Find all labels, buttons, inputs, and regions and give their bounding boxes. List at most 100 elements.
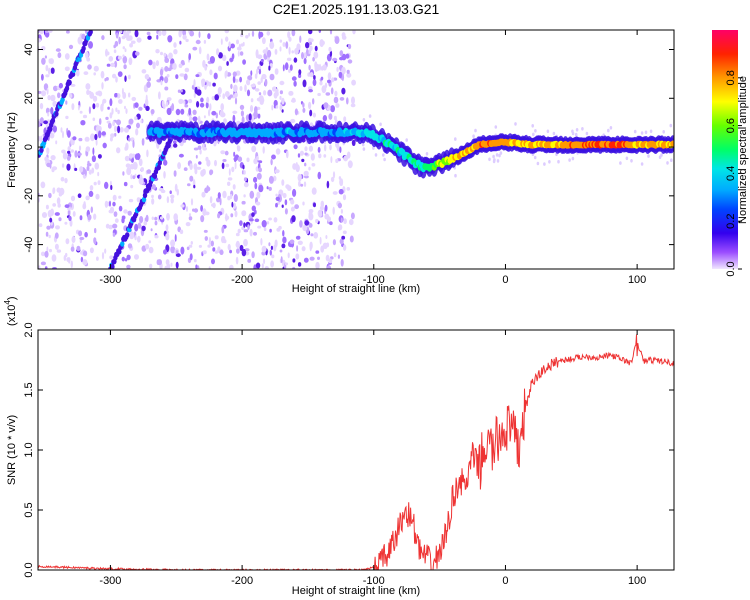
noise-dot	[234, 210, 238, 218]
noise-dot	[308, 89, 313, 93]
noise-dot	[64, 177, 68, 184]
noise-dot	[143, 220, 148, 226]
noise-dot	[211, 110, 217, 116]
noise-dot	[212, 247, 216, 252]
noise-dot	[292, 188, 297, 197]
noise-dot	[269, 41, 275, 49]
noise-dot	[258, 160, 263, 164]
noise-dot	[170, 197, 174, 204]
noise-dot	[262, 146, 265, 154]
noise-dot	[264, 266, 269, 269]
noise-dot	[257, 54, 263, 59]
y-tick-label: 1.5	[23, 382, 35, 397]
noise-dot	[209, 169, 214, 175]
noise-dot	[131, 96, 137, 102]
noise-dot	[47, 30, 53, 33]
noise-dot	[134, 254, 139, 260]
noise-dot	[132, 139, 135, 148]
noise-dot	[166, 107, 172, 116]
noise-dot	[268, 217, 272, 221]
noise-dot	[282, 42, 286, 47]
noise-dot	[157, 194, 162, 200]
colorbar-tick-label: 0.8	[725, 70, 737, 85]
noise-dot	[44, 266, 48, 269]
noise-dot	[124, 155, 130, 162]
noise-dot	[175, 108, 181, 116]
noise-dot	[77, 104, 80, 111]
noise-dot	[254, 182, 258, 190]
scale-prefix: (x10	[6, 305, 18, 326]
noise-dot	[261, 73, 267, 80]
noise-dot	[38, 30, 41, 34]
noise-dot	[320, 200, 325, 208]
noise-dot	[282, 236, 287, 244]
noise-dot	[346, 97, 349, 105]
streak-dot	[81, 45, 86, 52]
noise-dot	[230, 213, 234, 218]
noise-dot	[214, 235, 219, 240]
noise-dot	[303, 170, 309, 177]
noise-dot	[127, 210, 132, 216]
noise-dot	[82, 259, 88, 266]
noise-dot	[94, 228, 97, 234]
noise-dot	[122, 54, 125, 58]
noise-dot	[268, 242, 271, 247]
noise-dot	[254, 218, 260, 223]
noise-dot	[41, 57, 46, 65]
noise-dot	[292, 266, 296, 269]
noise-dot	[166, 196, 170, 204]
noise-dot	[317, 92, 321, 97]
streak-dot	[152, 173, 158, 179]
noise-dot	[88, 106, 91, 114]
noise-dot	[242, 164, 245, 170]
noise-dot	[249, 190, 255, 199]
noise-dot	[164, 265, 168, 269]
noise-dot	[45, 204, 49, 210]
noise-dot	[48, 192, 52, 199]
noise-dot	[298, 69, 302, 75]
noise-dot	[296, 43, 301, 51]
noise-dot	[161, 30, 167, 36]
noise-dot	[325, 254, 330, 262]
noise-dot	[134, 153, 139, 160]
noise-dot	[100, 70, 105, 79]
noise-dot	[39, 102, 44, 110]
noise-dot	[164, 76, 169, 84]
noise-dot	[269, 249, 272, 256]
noise-dot	[241, 248, 247, 257]
noise-dot	[126, 36, 132, 41]
noise-dot	[208, 236, 211, 245]
noise-dot	[173, 42, 177, 48]
noise-dot	[246, 79, 250, 85]
noise-dot	[126, 167, 132, 176]
noise-dot	[109, 98, 113, 107]
noise-dot	[361, 142, 365, 147]
noise-dot	[326, 242, 330, 248]
noise-dot	[164, 57, 170, 63]
noise-dot	[222, 190, 227, 199]
noise-dot	[129, 43, 134, 48]
noise-dot	[217, 65, 223, 72]
noise-dot	[141, 138, 145, 146]
noise-dot	[248, 32, 251, 37]
noise-dot	[295, 253, 300, 260]
noise-dot	[98, 90, 101, 94]
noise-dot	[152, 61, 156, 70]
noise-dot	[291, 76, 297, 81]
noise-dot	[341, 235, 346, 240]
noise-dot	[47, 67, 51, 75]
noise-dot	[57, 52, 62, 59]
noise-dot	[320, 76, 324, 81]
noise-dot	[127, 243, 133, 249]
noise-dot	[225, 213, 228, 220]
noise-dot	[71, 103, 75, 111]
noise-dot	[67, 208, 71, 217]
noise-dot	[309, 45, 313, 51]
noise-dot	[93, 239, 97, 245]
noise-dot	[109, 136, 113, 142]
noise-dot	[71, 236, 76, 243]
noise-dot	[291, 50, 295, 54]
noise-dot	[86, 57, 91, 62]
noise-dot	[150, 228, 153, 232]
noise-dot	[64, 221, 68, 225]
